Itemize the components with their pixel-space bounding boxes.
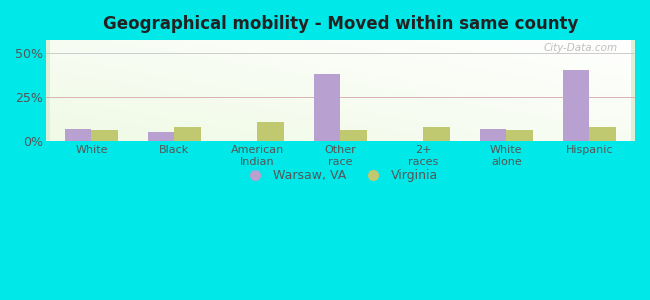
Bar: [257, 122, 284, 141]
Legend: Warsaw, VA, Virginia: Warsaw, VA, Virginia: [238, 164, 443, 188]
Bar: [563, 70, 590, 141]
Bar: [174, 127, 201, 141]
Bar: [92, 130, 118, 141]
Bar: [314, 74, 341, 141]
Bar: [480, 129, 506, 141]
Bar: [148, 132, 174, 141]
Bar: [590, 127, 616, 141]
Bar: [506, 130, 533, 141]
Text: City-Data.com: City-Data.com: [543, 43, 618, 53]
Bar: [65, 129, 92, 141]
Bar: [423, 127, 450, 141]
Bar: [341, 130, 367, 141]
Title: Geographical mobility - Moved within same county: Geographical mobility - Moved within sam…: [103, 15, 578, 33]
